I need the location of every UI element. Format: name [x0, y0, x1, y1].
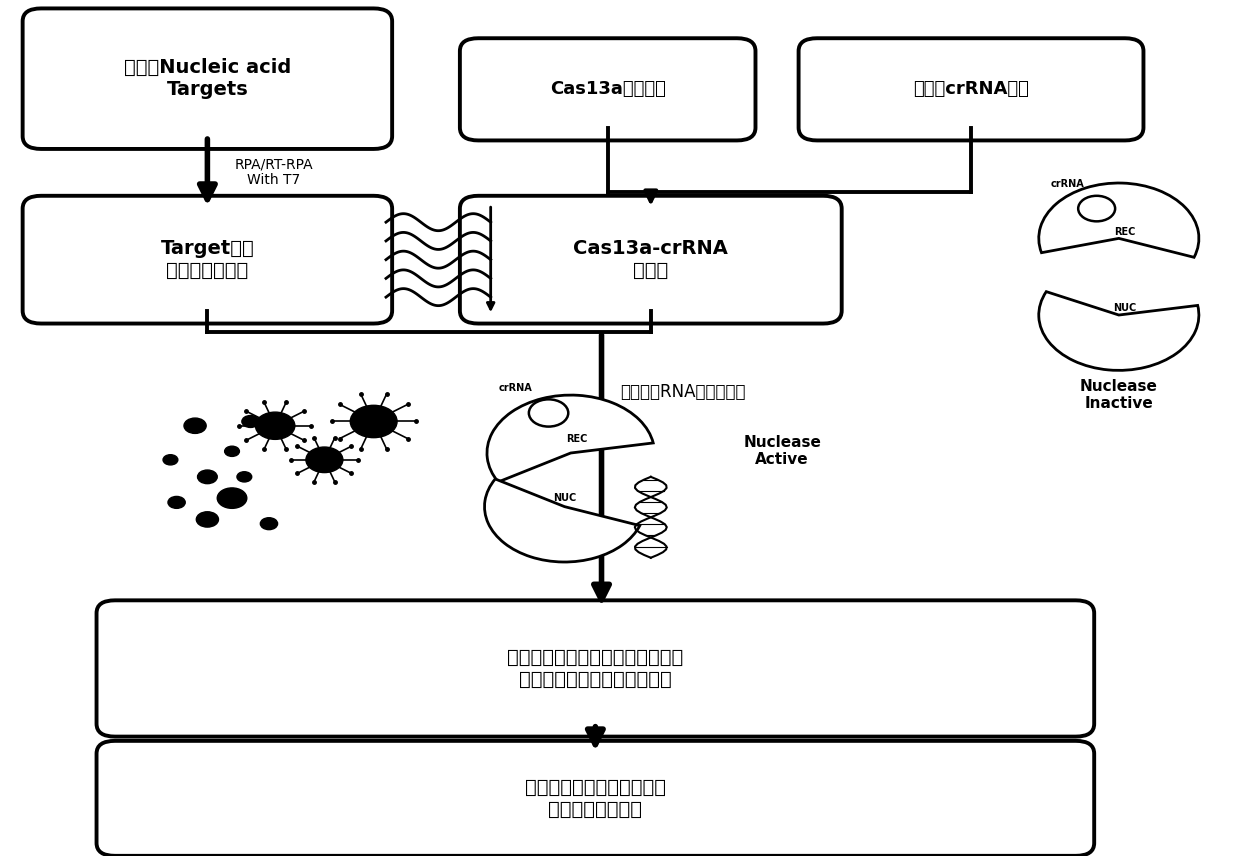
Wedge shape [1039, 292, 1199, 371]
FancyBboxPatch shape [460, 38, 755, 140]
Text: 实现食源性致病菌核酸纳米
荧光痕量快速检测: 实现食源性致病菌核酸纳米 荧光痕量快速检测 [525, 777, 666, 819]
Text: 致病菌crRNA制备: 致病菌crRNA制备 [913, 80, 1029, 98]
FancyBboxPatch shape [799, 38, 1143, 140]
FancyBboxPatch shape [97, 740, 1094, 856]
Circle shape [350, 405, 397, 438]
Circle shape [224, 446, 239, 457]
Circle shape [528, 399, 568, 427]
Text: Nuclease
Active: Nuclease Active [743, 435, 821, 468]
Text: Cas13a-crRNA
复合物: Cas13a-crRNA 复合物 [573, 239, 728, 280]
Circle shape [197, 470, 217, 483]
Circle shape [242, 415, 259, 427]
Circle shape [184, 418, 206, 433]
Text: 致病菌Nucleic acid
Targets: 致病菌Nucleic acid Targets [124, 58, 291, 99]
Text: NUC: NUC [1114, 304, 1137, 313]
Circle shape [255, 412, 295, 439]
Text: crRNA: crRNA [1050, 179, 1084, 189]
Circle shape [237, 472, 252, 482]
Text: crRNA: crRNA [498, 384, 532, 393]
FancyBboxPatch shape [22, 9, 392, 149]
Wedge shape [1039, 183, 1199, 257]
Text: REC: REC [1115, 226, 1136, 237]
Text: 构建上转换纳米荧光强度与致病菌
核酸靶标含量的定量检测模型: 构建上转换纳米荧光强度与致病菌 核酸靶标含量的定量检测模型 [507, 648, 683, 689]
Text: NUC: NUC [553, 493, 577, 503]
Text: Target含量
达到可检测水平: Target含量 达到可检测水平 [160, 239, 254, 280]
Text: REC: REC [567, 433, 588, 444]
Circle shape [162, 455, 177, 465]
Text: RPA/RT-RPA
With T7: RPA/RT-RPA With T7 [234, 157, 314, 187]
Circle shape [167, 496, 185, 508]
Circle shape [1079, 196, 1115, 221]
Circle shape [306, 447, 343, 473]
Circle shape [260, 518, 278, 530]
Wedge shape [487, 395, 653, 482]
FancyBboxPatch shape [22, 196, 392, 323]
Text: 猝灭荧光RNA报告标志物: 猝灭荧光RNA报告标志物 [620, 383, 745, 401]
Text: Cas13a蛋白纯化: Cas13a蛋白纯化 [549, 80, 666, 98]
Wedge shape [485, 479, 640, 562]
Circle shape [196, 512, 218, 527]
Circle shape [217, 488, 247, 508]
FancyBboxPatch shape [97, 600, 1094, 737]
FancyBboxPatch shape [460, 196, 842, 323]
Text: Nuclease
Inactive: Nuclease Inactive [1080, 379, 1158, 411]
